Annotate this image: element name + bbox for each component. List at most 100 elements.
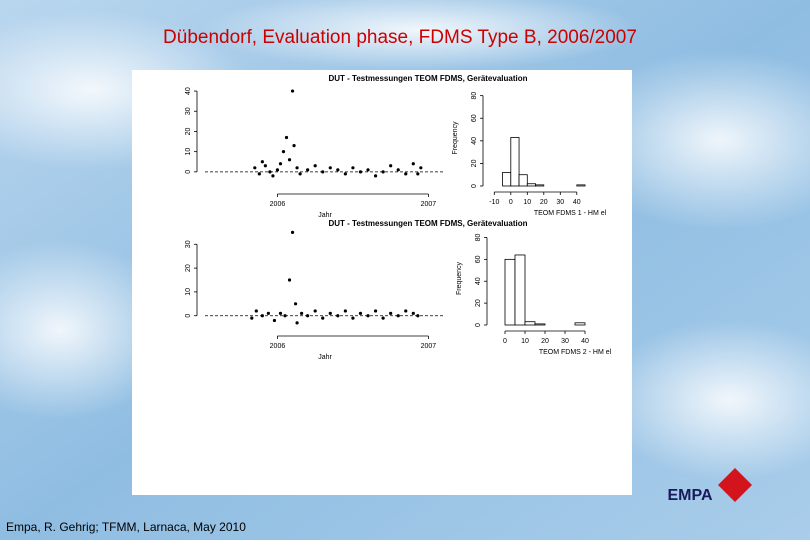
point xyxy=(328,166,332,170)
bar xyxy=(502,172,512,187)
point xyxy=(351,316,355,320)
bar xyxy=(526,183,536,187)
point xyxy=(411,311,415,315)
y-tick-label: 80 xyxy=(475,233,482,241)
x-tick-label: 10 xyxy=(523,199,531,206)
point xyxy=(266,311,270,315)
y-tick-label: 20 xyxy=(185,264,192,272)
x-tick-label: 20 xyxy=(540,199,548,206)
point xyxy=(416,172,420,176)
point xyxy=(272,318,277,323)
y-tick-label: 20 xyxy=(185,127,192,135)
bar xyxy=(514,254,526,326)
bar xyxy=(535,184,545,187)
point xyxy=(343,172,347,176)
bar xyxy=(524,321,536,326)
y-tick-label: 10 xyxy=(185,288,192,296)
point xyxy=(313,164,317,168)
point xyxy=(306,314,310,318)
point xyxy=(295,166,299,170)
point xyxy=(381,170,385,174)
y-tick-label: 30 xyxy=(185,107,192,115)
x-axis-label: Jahr xyxy=(318,354,332,361)
bar xyxy=(576,184,586,187)
bar xyxy=(574,322,586,326)
y-tick-label: 0 xyxy=(475,323,482,327)
point xyxy=(278,162,283,166)
point xyxy=(260,314,264,318)
point xyxy=(396,314,400,318)
point xyxy=(404,172,408,176)
y-axis-label: Frequency xyxy=(456,261,463,295)
x-tick-label: 10 xyxy=(521,338,529,345)
x-axis-label: TEOM FDMS 1 - HM el xyxy=(534,210,607,217)
y-tick-label: 40 xyxy=(471,137,478,145)
x-tick-label: 2007 xyxy=(421,201,437,208)
point xyxy=(287,158,292,162)
point xyxy=(313,309,317,313)
y-tick-label: 20 xyxy=(471,159,478,167)
point xyxy=(404,309,408,313)
y-tick-label: 20 xyxy=(475,299,482,307)
y-tick-label: 60 xyxy=(475,255,482,263)
chart-title: DUT - Testmessungen TEOM FDMS, Geräteval… xyxy=(329,219,528,228)
point xyxy=(250,316,254,320)
point xyxy=(358,311,363,315)
point xyxy=(257,172,261,176)
x-tick-label: 30 xyxy=(561,338,569,345)
x-tick-label: 20 xyxy=(541,338,549,345)
point xyxy=(260,160,264,164)
point xyxy=(373,309,378,313)
point xyxy=(396,168,400,172)
y-tick-label: 0 xyxy=(471,184,478,188)
y-tick-label: 10 xyxy=(185,148,192,156)
x-tick-label: 40 xyxy=(581,338,589,345)
y-tick-label: 0 xyxy=(185,170,192,174)
point xyxy=(389,164,393,168)
x-tick-label: 40 xyxy=(573,199,581,206)
point xyxy=(271,174,275,178)
point xyxy=(292,143,296,148)
y-axis-label: Frequency xyxy=(452,121,459,155)
y-tick-label: 30 xyxy=(185,240,192,248)
y-tick-label: 80 xyxy=(471,92,478,100)
point xyxy=(300,311,304,315)
point xyxy=(411,162,415,166)
point xyxy=(336,168,340,172)
y-tick-label: 0 xyxy=(185,314,192,318)
point xyxy=(278,311,283,315)
x-tick-label: 0 xyxy=(509,199,513,206)
x-axis-label: Jahr xyxy=(318,212,332,219)
chart-title: DUT - Testmessungen TEOM FDMS, Geräteval… xyxy=(329,74,528,83)
logo: EMPA xyxy=(667,468,752,504)
footer: Empa, R. Gehrig; TFMM, Larnaca, May 2010 xyxy=(6,520,246,534)
point xyxy=(284,135,289,140)
point xyxy=(268,170,272,174)
bar xyxy=(534,323,546,326)
logo-text: EMPA xyxy=(667,487,712,504)
x-tick-label: 0 xyxy=(503,338,507,345)
point xyxy=(306,168,310,172)
point xyxy=(381,316,385,320)
x-tick-label: -10 xyxy=(489,199,499,206)
point xyxy=(293,302,298,306)
bar xyxy=(510,137,520,187)
point xyxy=(287,278,292,282)
point xyxy=(366,168,370,172)
y-tick-label: 40 xyxy=(185,87,192,95)
point xyxy=(295,321,299,325)
point xyxy=(416,314,420,318)
point xyxy=(336,314,340,318)
point xyxy=(328,311,332,315)
point xyxy=(283,314,287,318)
x-tick-label: 2007 xyxy=(421,343,437,350)
point xyxy=(298,172,302,176)
point xyxy=(263,164,267,168)
point xyxy=(389,311,393,315)
point xyxy=(351,166,355,170)
chart-panel xyxy=(132,70,632,495)
point xyxy=(281,150,286,154)
point xyxy=(253,166,257,170)
